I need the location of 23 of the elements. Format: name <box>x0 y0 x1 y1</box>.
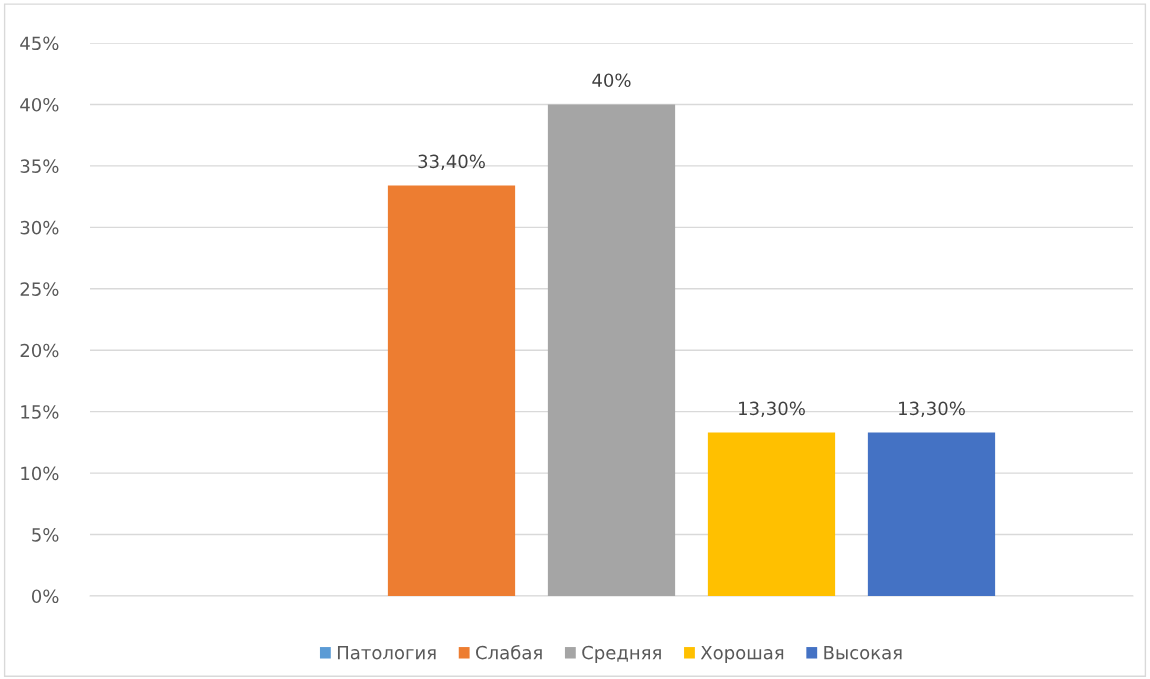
y-tick-label: 45% <box>20 36 59 51</box>
bar <box>547 104 676 596</box>
bar <box>867 432 996 596</box>
y-tick-label: 30% <box>20 220 59 235</box>
data-label: 13,30% <box>739 401 805 418</box>
y-tick-label: 10% <box>21 466 59 481</box>
legend-label: Патология <box>337 645 436 660</box>
bar <box>707 432 836 596</box>
y-tick-label: 35% <box>20 159 59 174</box>
y-tick-label: 0% <box>31 589 59 604</box>
data-label: 40% <box>592 73 631 88</box>
legend-label: Средняя <box>582 645 661 663</box>
data-label: 33,40% <box>418 154 485 171</box>
bar <box>387 185 516 596</box>
legend-label: Слабая <box>476 645 542 660</box>
data-label: 13,30% <box>899 401 965 418</box>
y-tick-label: 15% <box>21 405 59 419</box>
legend-label: Высокая <box>824 645 902 660</box>
y-tick-label: 40% <box>20 97 59 112</box>
y-tick-label: 20% <box>20 343 59 358</box>
legend-label: Хорошая <box>700 645 784 663</box>
y-tick-label: 5% <box>32 528 59 542</box>
y-tick-label: 25% <box>20 282 59 296</box>
